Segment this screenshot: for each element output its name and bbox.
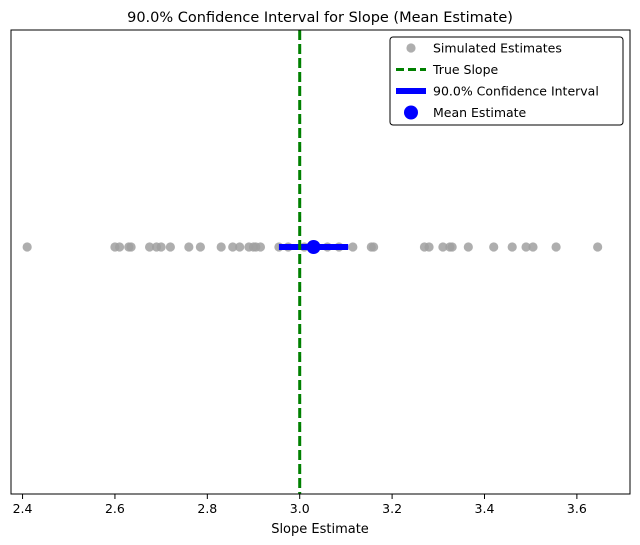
simulated-estimate-point — [489, 242, 499, 252]
legend-label: Mean Estimate — [433, 105, 527, 120]
simulated-estimate-point — [216, 242, 226, 252]
x-tick-label: 3.2 — [382, 501, 402, 516]
simulated-estimate-point — [424, 242, 434, 252]
x-axis-label: Slope Estimate — [271, 522, 369, 537]
simulated-estimate-point — [255, 242, 266, 252]
mean-layer — [306, 240, 321, 254]
legend-mean-marker — [404, 105, 418, 120]
plot-frame — [10, 29, 631, 495]
simulated-estimate-point — [593, 242, 603, 252]
simulated-estimate-point — [126, 242, 136, 252]
simulated-estimate-point — [438, 242, 448, 252]
x-tick-label: 3.4 — [475, 501, 495, 516]
legend-label: 90.0% Confidence Interval — [433, 84, 599, 99]
simulated-estimate-point — [447, 242, 457, 252]
simulated-estimate-point — [348, 242, 358, 252]
simulated-estimate-point — [195, 242, 205, 252]
simulated-estimate-point — [228, 242, 238, 252]
mean-estimate-marker — [306, 240, 321, 254]
simulated-estimate-point — [528, 242, 538, 252]
legend-simulated-marker — [406, 43, 416, 53]
x-tick-label: 3.0 — [290, 501, 310, 516]
x-tick-label: 3.6 — [567, 501, 587, 516]
simulated-estimate-point — [184, 242, 194, 252]
simulated-estimate-point — [369, 242, 379, 252]
simulated-estimate-point — [551, 242, 561, 252]
x-tick-label: 2.8 — [197, 501, 217, 516]
simulated-estimate-point — [235, 242, 245, 252]
simulated-estimate-point — [521, 242, 531, 252]
x-tick-label: 2.4 — [13, 501, 33, 516]
x-tick-label: 2.6 — [105, 501, 125, 516]
simulated-estimate-point — [463, 242, 473, 252]
chart-title: 90.0% Confidence Interval for Slope (Mea… — [127, 10, 513, 26]
simulated-estimate-point — [114, 242, 125, 252]
simulated-estimate-point — [165, 242, 175, 252]
simulated-estimate-point — [156, 242, 166, 252]
simulated-estimate-point — [22, 242, 32, 252]
legend-label: True Slope — [432, 62, 499, 77]
legend-box — [389, 36, 624, 126]
x-axis: 2.4 2.6 2.8 3.0 3.2 3.4 3.6 — [13, 494, 587, 516]
simulated-estimate-point — [507, 242, 517, 252]
legend: Simulated Estimates True Slope 90.0% Confi… — [389, 36, 624, 126]
simulated-estimate-point — [144, 242, 155, 252]
legend-label: Simulated Estimates — [433, 41, 562, 56]
